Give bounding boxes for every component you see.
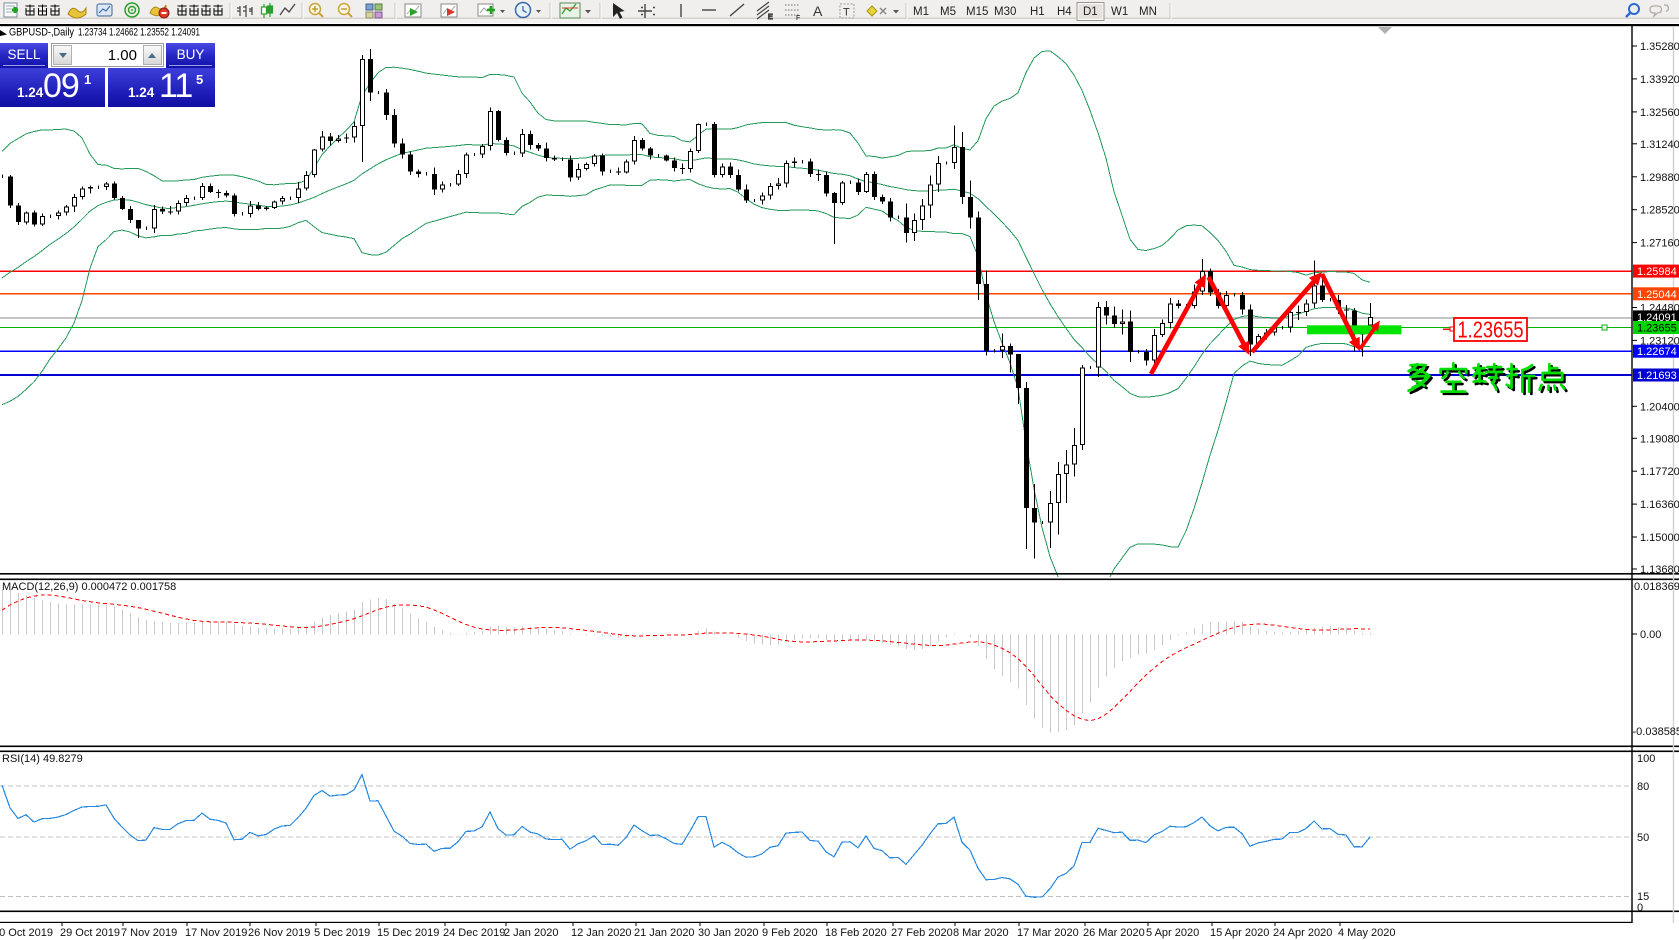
svg-text:24 Dec 2019: 24 Dec 2019 — [443, 927, 505, 939]
svg-text:1.23734 1.24662 1.23552 1.2409: 1.23734 1.24662 1.23552 1.24091 — [78, 27, 200, 39]
svg-text:-0.038585: -0.038585 — [1633, 726, 1679, 738]
svg-text:26 Nov 2019: 26 Nov 2019 — [248, 927, 310, 939]
svg-text:1.27160: 1.27160 — [1640, 238, 1679, 250]
svg-text:1.28520: 1.28520 — [1640, 205, 1679, 217]
svg-text:H1: H1 — [1030, 6, 1045, 18]
svg-text:9 Feb 2020: 9 Feb 2020 — [762, 927, 818, 939]
svg-text:1.15000: 1.15000 — [1640, 532, 1679, 544]
svg-text:1.29880: 1.29880 — [1640, 172, 1679, 184]
svg-text:1.21693: 1.21693 — [1637, 370, 1677, 382]
svg-text:18 Feb 2020: 18 Feb 2020 — [825, 927, 887, 939]
svg-text:1.23655: 1.23655 — [1458, 317, 1524, 343]
svg-text:1.23120: 1.23120 — [1640, 335, 1679, 347]
svg-text:2 Jan 2020: 2 Jan 2020 — [504, 927, 558, 939]
svg-text:5 Dec 2019: 5 Dec 2019 — [314, 927, 370, 939]
svg-text:24 Apr 2020: 24 Apr 2020 — [1273, 927, 1332, 939]
svg-text:MN: MN — [1139, 6, 1157, 18]
svg-text:0: 0 — [1637, 902, 1643, 914]
svg-text:1.24091: 1.24091 — [1637, 312, 1677, 324]
svg-text:H4: H4 — [1057, 6, 1072, 18]
svg-text:100: 100 — [1637, 753, 1655, 765]
svg-text:27 Feb 2020: 27 Feb 2020 — [891, 927, 953, 939]
svg-text:7 Nov 2019: 7 Nov 2019 — [121, 927, 177, 939]
svg-text:0.00: 0.00 — [1640, 629, 1661, 641]
svg-text:12 Jan 2020: 12 Jan 2020 — [571, 927, 632, 939]
svg-text:F: F — [796, 15, 800, 22]
svg-text:M15: M15 — [966, 6, 988, 18]
svg-text:M5: M5 — [940, 6, 956, 18]
svg-text:1.31240: 1.31240 — [1640, 139, 1679, 151]
svg-text:MACD(12,26,9) 0.000472 0.00175: MACD(12,26,9) 0.000472 0.001758 — [2, 581, 176, 593]
svg-text:1.22674: 1.22674 — [1637, 346, 1677, 358]
svg-text:GBPUSD-,Daily: GBPUSD-,Daily — [9, 27, 74, 39]
svg-text:15: 15 — [1637, 891, 1649, 903]
svg-text:8 Mar 2020: 8 Mar 2020 — [953, 927, 1009, 939]
svg-text:1.17720: 1.17720 — [1640, 466, 1679, 478]
svg-text:1.19080: 1.19080 — [1640, 433, 1679, 445]
svg-text:17 Nov 2019: 17 Nov 2019 — [185, 927, 247, 939]
svg-text:RSI(14) 49.8279: RSI(14) 49.8279 — [2, 753, 83, 765]
svg-text:M1: M1 — [913, 6, 929, 18]
svg-text:20 Oct 2019: 20 Oct 2019 — [0, 927, 53, 939]
svg-text:5 Apr 2020: 5 Apr 2020 — [1146, 927, 1199, 939]
svg-text:17 Mar 2020: 17 Mar 2020 — [1017, 927, 1079, 939]
svg-text:E: E — [768, 14, 773, 21]
svg-text:30 Jan 2020: 30 Jan 2020 — [698, 927, 759, 939]
svg-text:1.35280: 1.35280 — [1640, 41, 1679, 53]
svg-text:1.25044: 1.25044 — [1637, 289, 1677, 301]
svg-text:80: 80 — [1637, 781, 1649, 793]
svg-text:15 Dec 2019: 15 Dec 2019 — [377, 927, 439, 939]
svg-text:1.33920: 1.33920 — [1640, 74, 1679, 86]
svg-text:4 May 2020: 4 May 2020 — [1338, 927, 1395, 939]
svg-text:1.25984: 1.25984 — [1637, 266, 1677, 278]
svg-text:M30: M30 — [994, 6, 1016, 18]
svg-text:15 Apr 2020: 15 Apr 2020 — [1210, 927, 1269, 939]
svg-text:26 Mar 2020: 26 Mar 2020 — [1083, 927, 1145, 939]
svg-text:21 Jan 2020: 21 Jan 2020 — [634, 927, 695, 939]
svg-text:T: T — [843, 7, 850, 19]
svg-text:1.20400: 1.20400 — [1640, 401, 1679, 413]
svg-text:1.32560: 1.32560 — [1640, 107, 1679, 119]
svg-text:1.23655: 1.23655 — [1637, 323, 1677, 335]
svg-text:A: A — [813, 3, 823, 19]
svg-text:29 Oct 2019: 29 Oct 2019 — [60, 927, 120, 939]
svg-text:W1: W1 — [1111, 6, 1128, 18]
svg-text:D1: D1 — [1083, 6, 1098, 18]
svg-text:50: 50 — [1637, 832, 1649, 844]
svg-text:0.018369: 0.018369 — [1634, 581, 1679, 593]
svg-text:1.16360: 1.16360 — [1640, 499, 1679, 511]
svg-text:1.13680: 1.13680 — [1640, 564, 1679, 576]
